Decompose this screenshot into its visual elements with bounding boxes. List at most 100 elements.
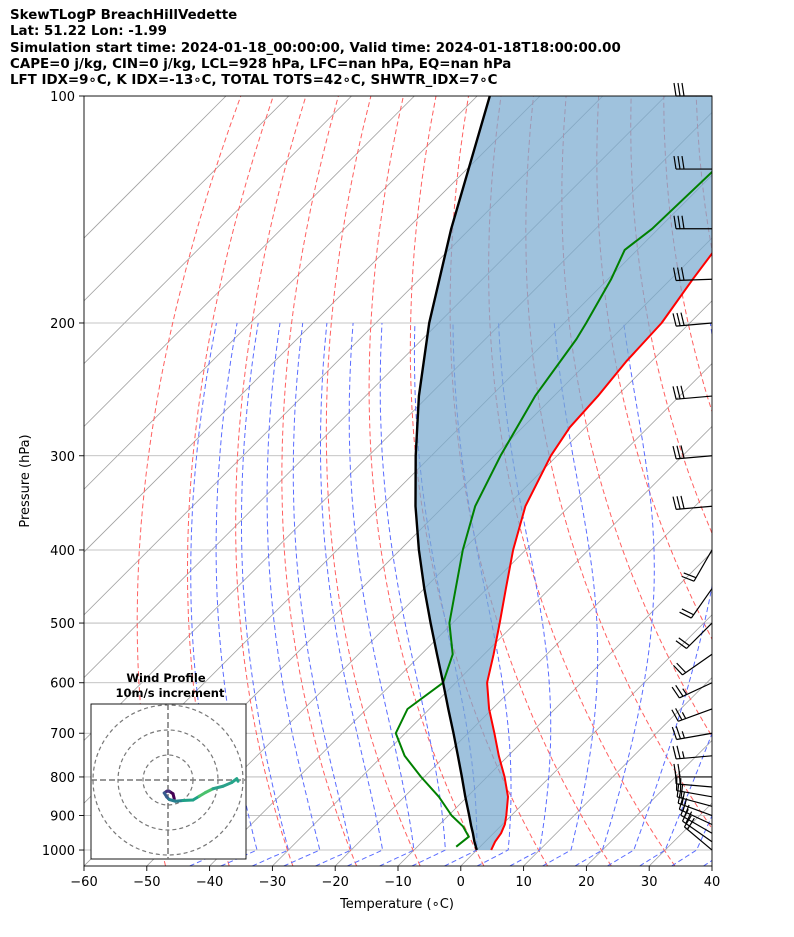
isotherm-line (84, 96, 541, 553)
barb-feather (673, 215, 677, 229)
x-tick-label: 20 (578, 875, 595, 890)
wind-barb (673, 155, 712, 170)
barb-staff (677, 708, 713, 722)
wind-barb (672, 745, 713, 760)
moist-adiabat (542, 322, 599, 866)
barb-feather (678, 637, 690, 647)
cin-area (415, 96, 712, 850)
barb-staff (676, 455, 713, 460)
chart-header: SkewTLogP BreachHillVedette Lat: 51.22 L… (10, 8, 621, 89)
barb-feather (671, 726, 678, 740)
moist-adiabats (189, 322, 712, 866)
barb-staff (676, 322, 713, 327)
x-tick-label: −30 (259, 875, 286, 890)
wind-barb (672, 312, 713, 327)
barb-feather (676, 312, 681, 326)
y-tick-label: 100 (50, 90, 75, 105)
barb-feather (681, 155, 685, 170)
barb-feather (677, 82, 681, 97)
barb-feather (676, 385, 681, 399)
barb-feather (673, 155, 677, 170)
moist-adiabat (379, 322, 446, 866)
axes: −60 −50 −40 −30 −20 −10 0 10 20 30 40 100 200 300 400 5… (42, 90, 720, 890)
barb-staff (679, 808, 713, 826)
barb-feather (673, 763, 677, 778)
dry-adiabat (187, 96, 274, 866)
wind-barb (671, 708, 713, 722)
dry-adiabat (235, 96, 307, 866)
moist-adiabat (639, 732, 712, 866)
hodograph-segment (211, 784, 225, 791)
y-tick-label: 300 (50, 450, 75, 465)
barb-feather (680, 267, 685, 281)
plot-area (84, 96, 794, 866)
barb-feather (671, 686, 680, 699)
y-tick-label: 200 (50, 317, 75, 332)
barb-feather (672, 664, 683, 676)
wind-barb (672, 267, 713, 282)
isotherm-line (460, 614, 712, 866)
barb-staff (676, 789, 713, 798)
barb-staff (680, 814, 713, 834)
y-tick-label: 800 (50, 771, 75, 786)
dry-adiabat (325, 96, 421, 866)
isotherm-line (711, 865, 712, 866)
barb-feather (676, 662, 687, 674)
barb-staff (684, 826, 713, 851)
moist-adiabat (607, 322, 712, 866)
stability-indices-2: LFT IDX=9∘C, K IDX=-13∘C, TOTAL TOTS=42∘… (10, 73, 498, 89)
wind-barb (672, 385, 713, 400)
barb-feather (680, 445, 685, 459)
moist-adiabat (671, 814, 712, 866)
barb-half-feather (681, 731, 685, 739)
x-tick-label: −10 (384, 875, 411, 890)
isotherm-line (84, 96, 352, 365)
hodograph-segment (181, 798, 195, 802)
isotherm-line (84, 96, 478, 490)
y-tick-label: 700 (50, 727, 75, 742)
isotherm-line (209, 363, 712, 866)
isotherm-line (84, 96, 227, 239)
barb-staff (677, 802, 713, 817)
moist-adiabat (452, 322, 512, 866)
barb-feather (680, 385, 685, 399)
moist-adiabat (348, 322, 415, 866)
barb-staff (676, 278, 713, 282)
x-tick-label: 10 (515, 875, 532, 890)
barb-feather (676, 267, 681, 281)
barb-staff (676, 505, 713, 510)
lat-lon: Lat: 51.22 Lon: -1.99 (10, 24, 167, 40)
barb-staff (676, 783, 713, 788)
barb-feather (681, 575, 695, 582)
dry-adiabat (729, 96, 794, 866)
wind-barb (672, 653, 713, 676)
isotherm-line (397, 551, 712, 866)
barb-staff (690, 588, 713, 619)
barb-staff (679, 682, 713, 699)
stability-indices-1: CAPE=0 j/kg, CIN=0 j/kg, LCL=928 hPa, LF… (10, 56, 512, 72)
x-tick-label: 0 (457, 875, 465, 890)
barb-feather (672, 746, 677, 760)
isotherm-line (84, 96, 290, 302)
hodograph-title: Wind Profile (126, 671, 206, 685)
x-tick-label: −40 (196, 875, 223, 890)
moist-adiabat (320, 322, 384, 866)
barb-feather (680, 495, 685, 509)
hodograph-plot (91, 704, 246, 859)
barb-feather (681, 608, 694, 616)
hodograph-segment (235, 777, 240, 783)
barb-feather (683, 572, 697, 579)
dry-adiabat (281, 96, 358, 866)
barb-feather (675, 640, 687, 649)
barb-half-feather (681, 712, 687, 719)
barb-staff (682, 653, 713, 676)
barb-staff (693, 549, 713, 582)
barb-half-feather (682, 688, 688, 695)
isotherm-line (84, 96, 415, 427)
hodograph-subtitle: 10m/s increment (116, 686, 225, 700)
barb-feather (676, 745, 681, 759)
wind-barb (683, 815, 713, 851)
wind-barb (673, 763, 712, 778)
x-tick-label: 40 (704, 875, 721, 890)
wind-barb (672, 495, 713, 510)
